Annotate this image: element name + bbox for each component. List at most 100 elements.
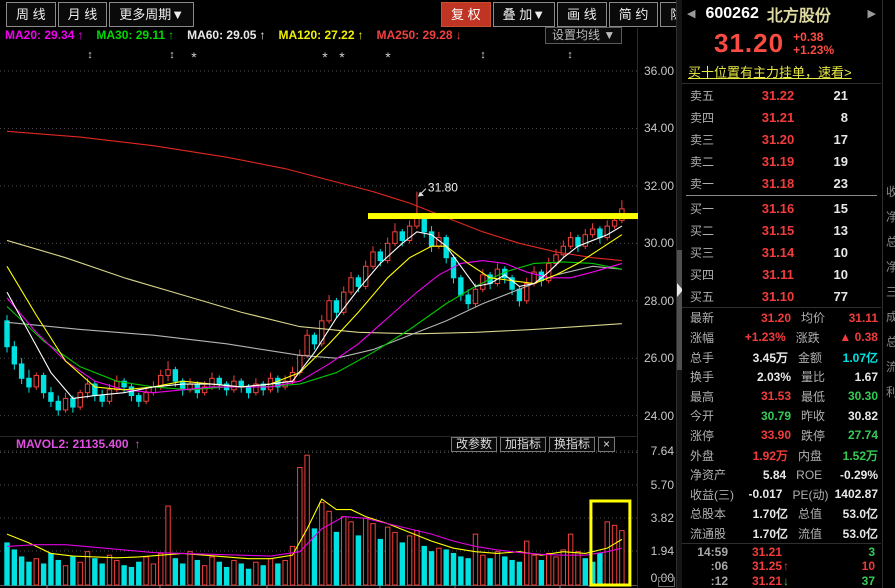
stat-label: 跌停 xyxy=(801,428,826,443)
price-axis-label: 24.00 xyxy=(643,408,674,423)
ask-row[interactable]: 卖五 31.22 21 xyxy=(682,84,881,106)
split-event-icon: * xyxy=(385,49,391,65)
collapse-arrow-icon[interactable] xyxy=(677,283,683,297)
close-indicator-button[interactable]: × xyxy=(597,437,615,452)
edit-params-button[interactable]: 改参数 xyxy=(450,437,497,452)
order-price: 31.15 xyxy=(761,222,795,238)
order-level-label: 买五 xyxy=(690,289,715,304)
stat-label: 净资产 xyxy=(690,468,727,483)
clipped-next-column: 收净总净三成总流利 xyxy=(882,0,895,588)
stat-label: 最新 xyxy=(690,311,715,326)
stat-value: 2.03% xyxy=(756,369,791,384)
order-price: 31.20 xyxy=(761,131,795,147)
bid-row[interactable]: 买五 31.10 77 xyxy=(682,285,881,307)
ma-trend-arrow-icon: ↓ xyxy=(455,28,462,42)
tick-volume: 10 xyxy=(861,559,875,574)
price-axis-label: 36.00 xyxy=(643,64,674,78)
ask-list: 卖五 31.22 21 卖四 31.21 8 卖三 31.20 17 卖二 31.19 19 卖一 31.… xyxy=(682,84,881,194)
bid-row[interactable]: 买四 31.11 10 xyxy=(682,263,881,285)
stat-row: 涨停 33.90 跌停 27.74 xyxy=(682,426,881,446)
stat-label: 量比 xyxy=(801,370,826,385)
ma-settings-button[interactable]: 设置均线 ▼ xyxy=(545,27,623,44)
order-level-label: 买三 xyxy=(690,245,715,260)
peak-annotation: 31.80 xyxy=(428,181,458,195)
order-price: 31.11 xyxy=(762,266,794,282)
tick-price: 31.21 xyxy=(752,544,783,559)
order-price: 31.10 xyxy=(761,288,795,304)
stat-label: 今开 xyxy=(690,409,715,424)
ma-trend-arrow-icon: ↑ xyxy=(357,28,364,42)
ma-trend-arrow-icon: ↑ xyxy=(259,28,266,42)
promo-link[interactable]: 买十位置有主力挂单，速看> xyxy=(688,65,852,81)
tick-price: 31.25 xyxy=(752,559,783,574)
stat-value: 30.82 xyxy=(847,408,878,423)
overlay-button[interactable]: 叠 加▼ xyxy=(492,2,556,27)
support-resistance-line[interactable] xyxy=(368,213,638,220)
stat-value: 1.92万 xyxy=(752,448,788,463)
ask-row[interactable]: 卖二 31.19 19 xyxy=(682,150,881,172)
stat-value: 5.84 xyxy=(762,467,787,482)
monthly-button[interactable]: 月 线 xyxy=(57,2,108,27)
chart-corner-box[interactable] xyxy=(658,577,675,587)
order-price: 31.18 xyxy=(761,175,795,191)
price-axis-label: 32.00 xyxy=(643,178,674,193)
simple-mode-button[interactable]: 简 约 xyxy=(608,2,659,27)
splitter-thumb[interactable] xyxy=(677,250,683,370)
tick-direction-arrow-icon: ↑ xyxy=(783,559,790,574)
swap-indicator-button[interactable]: 换指标 xyxy=(548,437,595,452)
add-indicator-button[interactable]: 加指标 xyxy=(499,437,546,452)
tick-time: :06 xyxy=(710,559,728,574)
ma-trend-arrow-icon: ↑ xyxy=(77,28,84,42)
stat-label: 涨幅 xyxy=(690,330,715,345)
bid-row[interactable]: 买三 31.14 10 xyxy=(682,241,881,263)
clipped-text-fragment: 收 xyxy=(886,183,895,200)
ma-label-ma20: MA20: 29.34 ↑ xyxy=(5,28,84,42)
stat-label: 换手 xyxy=(690,370,715,385)
more-periods-button[interactable]: 更多周期▼ xyxy=(109,2,195,27)
stat-label: 涨跌 xyxy=(795,330,820,345)
ma-values-row: MA20: 29.34 ↑ MA30: 29.11 ↑ MA60: 29.05 ↑ MA12… xyxy=(5,28,475,42)
bid-list: 买一 31.16 15 买二 31.15 13 买三 31.14 10 买四 31.11 10 买五 31… xyxy=(682,197,881,307)
clipped-text-fragment: 总 xyxy=(886,233,895,250)
stat-label: 昨收 xyxy=(801,409,826,424)
ma-label-ma60: MA60: 29.05 ↑ xyxy=(187,28,266,42)
volume-axis-label: 3.82 xyxy=(650,510,674,525)
order-level-label: 卖五 xyxy=(690,88,715,103)
ma-trend-arrow-icon: ↑ xyxy=(168,28,175,42)
ask-row[interactable]: 卖三 31.20 17 xyxy=(682,128,881,150)
price-change-percent: +1.23% xyxy=(793,42,835,57)
clipped-text-fragment: 利 xyxy=(886,383,895,400)
ma-line-ma10 xyxy=(6,234,623,391)
ask-row[interactable]: 卖一 31.18 23 xyxy=(682,172,881,194)
order-volume: 77 xyxy=(833,288,848,304)
prev-stock-arrow-icon[interactable]: ◀ xyxy=(687,8,696,21)
weekly-button[interactable]: 周 线 xyxy=(6,2,56,27)
stat-value: 31.11 xyxy=(848,310,878,325)
kline-chart[interactable]: 31.80 ↕ ↕ * * * * ↕ ↕ xyxy=(0,0,638,588)
order-price: 31.16 xyxy=(761,200,795,216)
stat-value: -0.017 xyxy=(748,487,783,502)
tick-volume: 37 xyxy=(861,573,875,588)
order-price: 31.22 xyxy=(761,87,795,103)
bid-row[interactable]: 买二 31.15 13 xyxy=(682,219,881,241)
stat-value: +1.23% xyxy=(744,330,786,345)
bid-row[interactable]: 买一 31.16 15 xyxy=(682,197,881,219)
price-change: +0.38 xyxy=(793,29,824,44)
ask-row[interactable]: 卖四 31.21 8 xyxy=(682,106,881,128)
split-event-icon: * xyxy=(322,49,328,65)
adjust-rights-button[interactable]: 复 权 xyxy=(441,2,491,27)
order-volume: 21 xyxy=(833,87,848,103)
next-stock-arrow-icon[interactable]: ▶ xyxy=(867,8,876,21)
vol-line-mavol1 xyxy=(6,498,623,560)
last-price: 31.20 xyxy=(714,28,785,59)
ma-line-ma20 xyxy=(6,259,623,394)
stat-row: 流通股 1.70亿 流值 53.0亿 xyxy=(682,524,881,544)
mavol2-value-label: MAVOL2: 21135.400 ↑ xyxy=(16,437,141,451)
stat-value: ▲ 0.38 xyxy=(839,330,878,345)
stat-label: 均价 xyxy=(801,311,826,326)
draw-line-button[interactable]: 画 线 xyxy=(557,2,607,27)
price-axis-label: 28.00 xyxy=(643,293,674,308)
vol-line-mavol2 xyxy=(6,516,623,557)
stat-value: 53.0亿 xyxy=(842,526,878,541)
